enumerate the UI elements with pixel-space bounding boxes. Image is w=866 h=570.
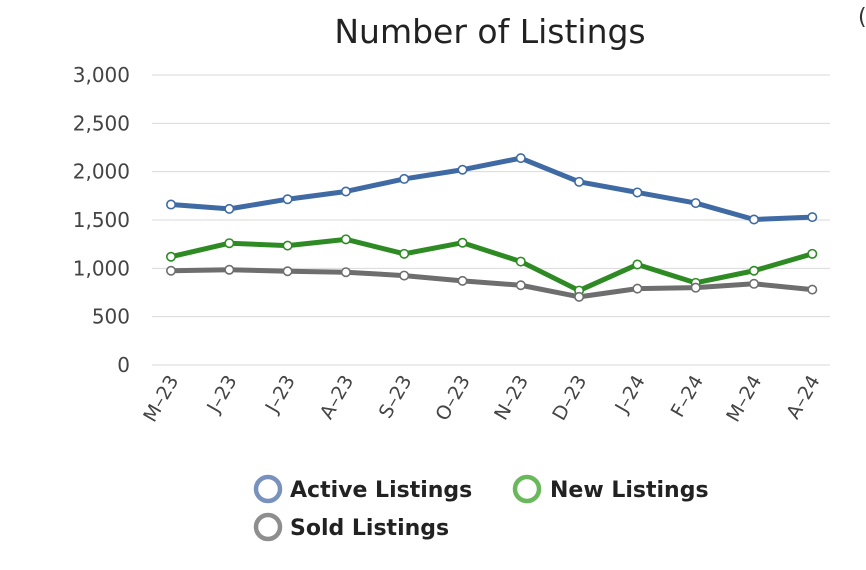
data-point [457, 237, 468, 248]
series-line [168, 236, 815, 294]
data-point [166, 265, 177, 276]
x-tick-label: F–24 [667, 372, 708, 422]
data-point [515, 153, 526, 164]
data-point [340, 186, 351, 197]
legend-item[interactable]: Active Listings [253, 474, 472, 504]
data-point [690, 282, 701, 293]
legend-label: New Listings [550, 478, 709, 503]
data-point [282, 194, 293, 205]
data-point [224, 203, 235, 214]
data-point [166, 199, 177, 210]
data-point [748, 265, 759, 276]
data-point [282, 266, 293, 277]
y-tick-label: 1,500 [73, 208, 130, 232]
data-point [632, 259, 643, 270]
x-tick-label: J–23 [202, 372, 241, 418]
data-point [515, 256, 526, 267]
legend-marker-icon [253, 512, 283, 542]
y-tick-label: 1,000 [73, 256, 130, 280]
gridlines [152, 74, 830, 366]
series-lines [166, 153, 818, 302]
data-point [340, 267, 351, 278]
x-tick-label: S–23 [375, 372, 417, 423]
data-point [399, 173, 410, 184]
legend: Active Listings New Listings Sold Listings [253, 474, 709, 542]
data-point [224, 238, 235, 249]
x-tick-label: N–23 [490, 372, 533, 424]
x-tick-label: A–24 [782, 372, 824, 423]
data-point [632, 187, 643, 198]
data-point [807, 284, 818, 295]
data-point [399, 270, 410, 281]
x-tick-label: M–24 [722, 372, 766, 426]
data-point [807, 248, 818, 259]
y-tick-label: 0 [117, 353, 130, 377]
data-point [166, 251, 177, 262]
data-point [748, 214, 759, 225]
x-tick-label: J–23 [261, 372, 300, 418]
legend-marker-icon [512, 474, 542, 504]
data-point [574, 291, 585, 302]
data-point [282, 240, 293, 251]
legend-item[interactable]: New Listings [512, 474, 709, 504]
data-point [515, 280, 526, 291]
series-sold-listings [166, 264, 818, 302]
x-tick-label: D–23 [548, 372, 591, 425]
legend-label: Active Listings [290, 478, 472, 503]
data-point [457, 275, 468, 286]
data-point [340, 234, 351, 245]
y-tick-label: 2,000 [73, 160, 130, 184]
legend-marker-icon [253, 474, 283, 504]
series-line [168, 155, 815, 223]
series-line [168, 267, 815, 300]
cutoff-glyph: ( [858, 5, 866, 30]
y-axis-ticks: 0 500 1,000 1,500 2,000 2,500 3,000 [73, 63, 130, 377]
data-point [224, 264, 235, 275]
legend-item[interactable]: Sold Listings [253, 512, 449, 542]
legend-label: Sold Listings [290, 516, 449, 541]
y-tick-label: 500 [92, 305, 130, 329]
x-tick-label: J–24 [611, 372, 650, 418]
data-point [748, 278, 759, 289]
data-point [690, 198, 701, 209]
data-point [399, 248, 410, 259]
y-tick-label: 3,000 [73, 63, 130, 87]
x-tick-label: O–23 [431, 372, 474, 425]
data-point [807, 212, 818, 223]
x-tick-label: A–23 [316, 372, 358, 423]
series-active-listings [166, 153, 818, 225]
x-tick-label: M–23 [139, 372, 183, 426]
data-point [457, 164, 468, 175]
data-point [574, 176, 585, 187]
y-tick-label: 2,500 [73, 111, 130, 135]
x-axis-ticks: M–23 J–23 J–23 A–23 S–23 O–23 N–23 D–23 J–24 F–24… [139, 372, 824, 426]
chart-title: Number of Listings [334, 12, 645, 51]
data-point [632, 283, 643, 294]
